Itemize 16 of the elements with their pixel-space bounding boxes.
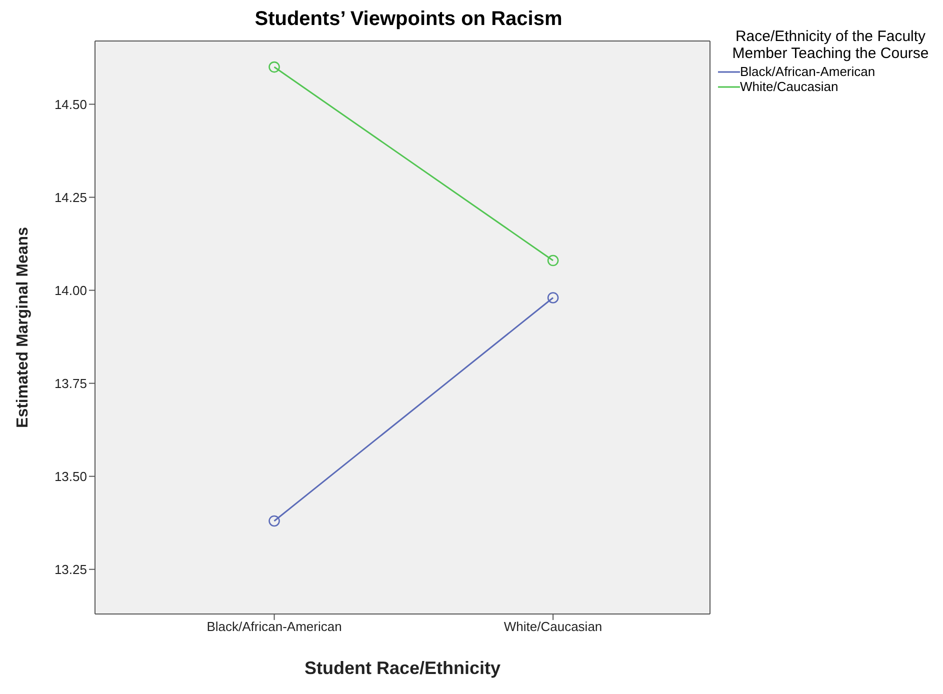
point <box>268 515 280 527</box>
chart-title: Students’ Viewpoints on Racism <box>254 8 564 31</box>
y-tick-label: 13.50 <box>54 468 87 484</box>
point <box>268 61 280 73</box>
point <box>547 254 559 266</box>
point <box>547 292 559 304</box>
y-tick-label: 14.50 <box>54 96 87 112</box>
y-tick-label: 13.25 <box>54 562 87 577</box>
legend-label: White/Caucasian <box>740 79 838 94</box>
y-tick-label: 14.00 <box>54 282 87 298</box>
legend-title: Race/Ethnicity of the Faculty Member Teaching the Course <box>731 28 930 62</box>
y-axis-title: Estimated Marginal Means <box>14 226 32 428</box>
legend-label: Black/African-American <box>740 64 876 79</box>
y-tick-label: 13.75 <box>54 376 87 391</box>
x-axis-title: Student Race/Ethnicity <box>304 658 501 678</box>
y-tick-label: 14.25 <box>54 190 87 205</box>
